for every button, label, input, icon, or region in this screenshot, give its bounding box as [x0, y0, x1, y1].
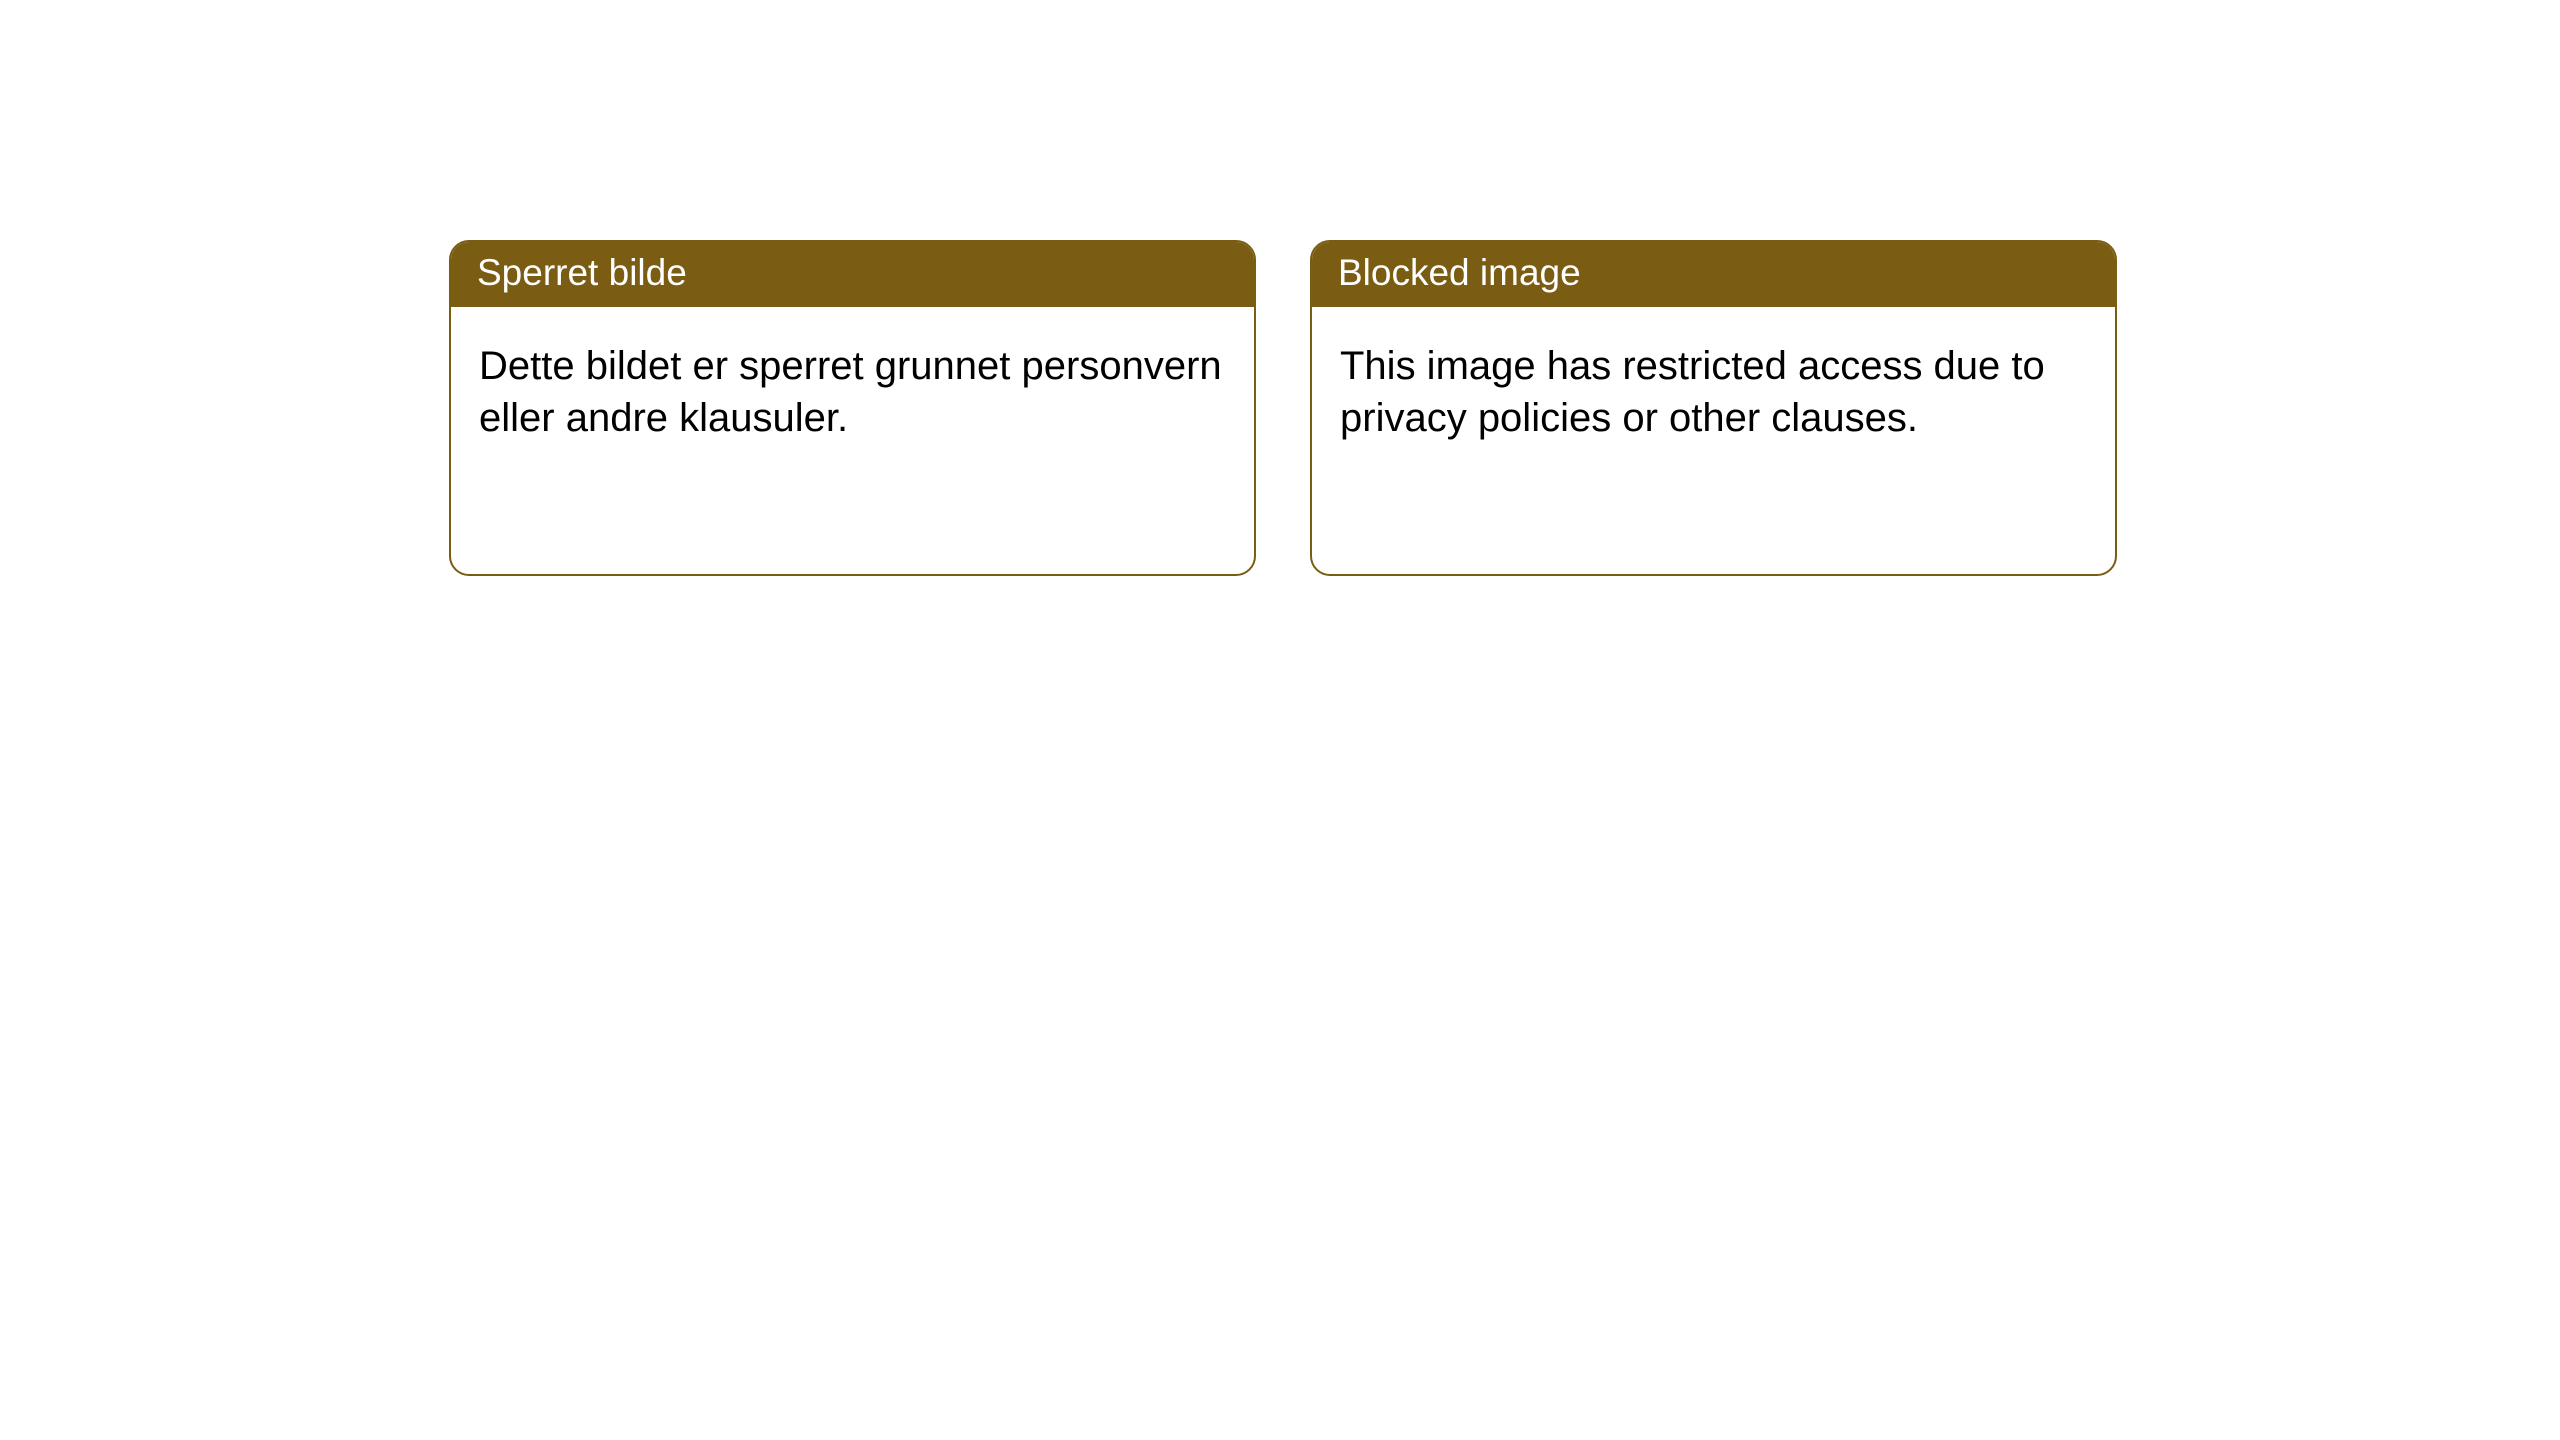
- notice-body-no: Dette bildet er sperret grunnet personve…: [451, 307, 1254, 477]
- notice-body-en: This image has restricted access due to …: [1312, 307, 2115, 477]
- notice-header-no: Sperret bilde: [451, 242, 1254, 307]
- notice-cards-container: Sperret bilde Dette bildet er sperret gr…: [449, 240, 2117, 576]
- notice-card-no: Sperret bilde Dette bildet er sperret gr…: [449, 240, 1256, 576]
- notice-header-en: Blocked image: [1312, 242, 2115, 307]
- notice-card-en: Blocked image This image has restricted …: [1310, 240, 2117, 576]
